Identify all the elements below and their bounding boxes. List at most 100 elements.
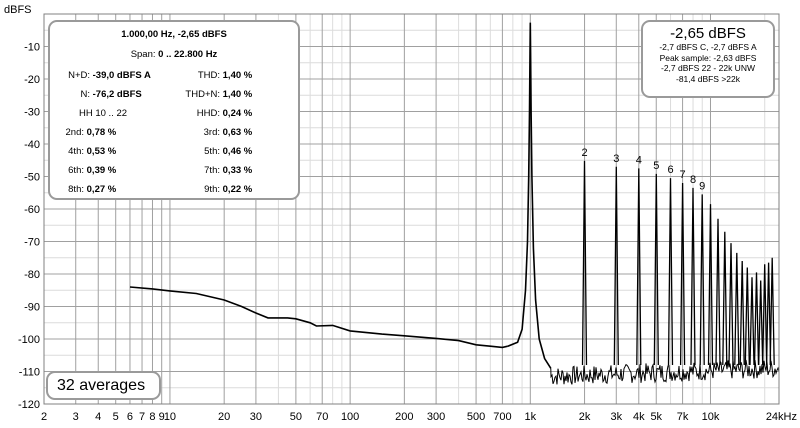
harmonic-spike bbox=[749, 277, 755, 366]
x-tick-label: 5 bbox=[113, 411, 119, 423]
x-tick-label: 24kHz bbox=[766, 411, 797, 423]
n-label: N: bbox=[80, 89, 91, 100]
h5-label: 5th: bbox=[204, 146, 220, 157]
y-tick-label: -110 bbox=[19, 367, 40, 379]
h9-row: 9th: 0,22 % bbox=[170, 184, 252, 195]
span-label: Span: bbox=[130, 49, 156, 60]
h7-label: 7th: bbox=[204, 165, 220, 176]
thdn-row: THD+N: 1,40 % bbox=[170, 89, 252, 100]
level-readout-main: -2,65 dBFS bbox=[670, 25, 746, 42]
harmonic-label: 9 bbox=[699, 180, 705, 192]
span-row: Span: 0 .. 22.800 Hz bbox=[50, 49, 298, 60]
harmonic-label: 8 bbox=[690, 174, 696, 186]
harmonic-spike bbox=[762, 264, 768, 366]
harmonic-spike bbox=[769, 257, 775, 366]
h6-row: 6th: 0,39 % bbox=[50, 165, 116, 176]
level-readout-peak-sample: Peak sample: -2,63 dBFS bbox=[659, 52, 757, 63]
x-tick-label: 500 bbox=[467, 411, 485, 423]
x-tick-label: 10 bbox=[164, 411, 176, 423]
harmonic-spike bbox=[690, 187, 696, 366]
x-tick-label: 6 bbox=[127, 411, 133, 423]
level-readout-unweighted: -2,7 dBFS 22 - 22k UNW bbox=[660, 63, 755, 73]
x-tick-label: 20 bbox=[218, 411, 230, 423]
y-tick-label: -60 bbox=[24, 204, 40, 216]
level-readout-weighted: -2,7 dBFS C, -2,7 dBFS A bbox=[659, 42, 757, 52]
harmonic-label: 2 bbox=[581, 147, 587, 159]
x-tick-label: 3k bbox=[610, 411, 622, 423]
hhd-value: 0,24 % bbox=[222, 108, 253, 119]
h6-value: 0,39 % bbox=[86, 165, 117, 176]
x-tick-label: 70 bbox=[316, 411, 328, 423]
spectrum-trace bbox=[129, 22, 780, 385]
harmonic-spike bbox=[699, 194, 705, 366]
hhd-label: HHD: bbox=[196, 108, 220, 119]
span-value: 0 .. 22.800 Hz bbox=[158, 49, 218, 60]
h3-value: 0,63 % bbox=[222, 127, 253, 138]
level-readout-panel: -2,65 dBFS -2,7 dBFS C, -2,7 dBFS A Peak… bbox=[641, 20, 775, 98]
harmonic-spike bbox=[679, 182, 686, 366]
h7-row: 7th: 0,33 % bbox=[170, 165, 252, 176]
harmonic-spike bbox=[739, 260, 745, 366]
h8-value: 0,27 % bbox=[86, 184, 117, 195]
n-row: N: -76,2 dBFS bbox=[50, 89, 142, 100]
y-axis-unit-label: dBFS bbox=[4, 4, 32, 16]
y-tick-label: -70 bbox=[24, 237, 40, 249]
harmonic-spike bbox=[765, 262, 772, 366]
x-tick-label: 2 bbox=[41, 411, 47, 423]
harmonic-label: 5 bbox=[653, 160, 659, 172]
thd-label: THD: bbox=[197, 70, 220, 81]
h6-label: 6th: bbox=[68, 165, 84, 176]
x-tick-label: 8 bbox=[149, 411, 155, 423]
distortion-stats-panel: 1.000,00 Hz, -2,65 dBFS Span: 0 .. 22.80… bbox=[48, 20, 300, 200]
h8-label: 8th: bbox=[68, 184, 84, 195]
harmonic-spike bbox=[744, 267, 750, 366]
averages-indicator: 32 averages bbox=[46, 371, 161, 400]
harmonic-spike bbox=[653, 173, 659, 366]
h3-label: 3rd: bbox=[203, 127, 220, 138]
harmonic-label: 7 bbox=[680, 169, 686, 181]
h3-row: 3rd: 0,63 % bbox=[170, 127, 253, 138]
y-tick-label: -50 bbox=[24, 172, 40, 184]
axes: dBFS 2 3 4 5 6 7 8 9 10 20 30 50 70 100 200 300 500 700 1k… bbox=[4, 4, 797, 423]
x-tick-label: 50 bbox=[290, 411, 302, 423]
x-tick-label: 1k bbox=[524, 411, 536, 423]
level-readout-above-22k: -81,4 dBFS >22k bbox=[675, 73, 741, 84]
h2-value: 0,78 % bbox=[86, 127, 117, 138]
y-tick-label: -90 bbox=[24, 302, 40, 314]
h9-value: 0,22 % bbox=[222, 184, 253, 195]
nd-label: N+D: bbox=[68, 70, 90, 81]
harmonic-spike bbox=[722, 231, 728, 366]
harmonic-spike bbox=[715, 218, 721, 366]
harmonic-spike bbox=[707, 204, 714, 366]
h9-label: 9th: bbox=[204, 184, 220, 195]
x-tick-label: 9 bbox=[159, 411, 165, 423]
noise-floor-curve bbox=[129, 286, 508, 349]
harmonic-spike bbox=[734, 252, 740, 366]
x-tick-label: 7 bbox=[139, 411, 145, 423]
y-tick-label: -120 bbox=[18, 399, 40, 411]
harmonic-spike bbox=[636, 168, 642, 366]
nd-row: N+D: -39,0 dBFS A bbox=[50, 70, 151, 81]
h7-value: 0,33 % bbox=[222, 165, 253, 176]
h8-row: 8th: 0,27 % bbox=[50, 184, 116, 195]
y-tick-label: -10 bbox=[24, 42, 40, 54]
y-tick-label: -20 bbox=[24, 74, 40, 86]
h4-row: 4th: 0,53 % bbox=[50, 146, 116, 157]
harmonic-spike bbox=[667, 178, 674, 366]
harmonic-spike bbox=[613, 166, 619, 366]
harmonic-label: 6 bbox=[667, 164, 673, 176]
h5-value: 0,46 % bbox=[222, 146, 253, 157]
x-tick-label: 700 bbox=[493, 411, 511, 423]
x-tick-label: 7k bbox=[677, 411, 689, 423]
harmonic-spike bbox=[581, 160, 588, 366]
harmonic-label: 4 bbox=[636, 154, 642, 166]
y-tick-label: -30 bbox=[24, 107, 40, 119]
nd-value: -39,0 dBFS A bbox=[92, 70, 151, 81]
harmonic-spike bbox=[728, 243, 734, 366]
h2-label: 2nd: bbox=[65, 127, 85, 138]
hh-label: HH 10 .. 22 bbox=[78, 108, 128, 119]
x-tick-label: 10k bbox=[702, 411, 720, 423]
h2-row: 2nd: 0,78 % bbox=[50, 127, 117, 138]
harmonic-label: 3 bbox=[613, 153, 619, 165]
n-value: -76,2 dBFS bbox=[92, 89, 142, 100]
